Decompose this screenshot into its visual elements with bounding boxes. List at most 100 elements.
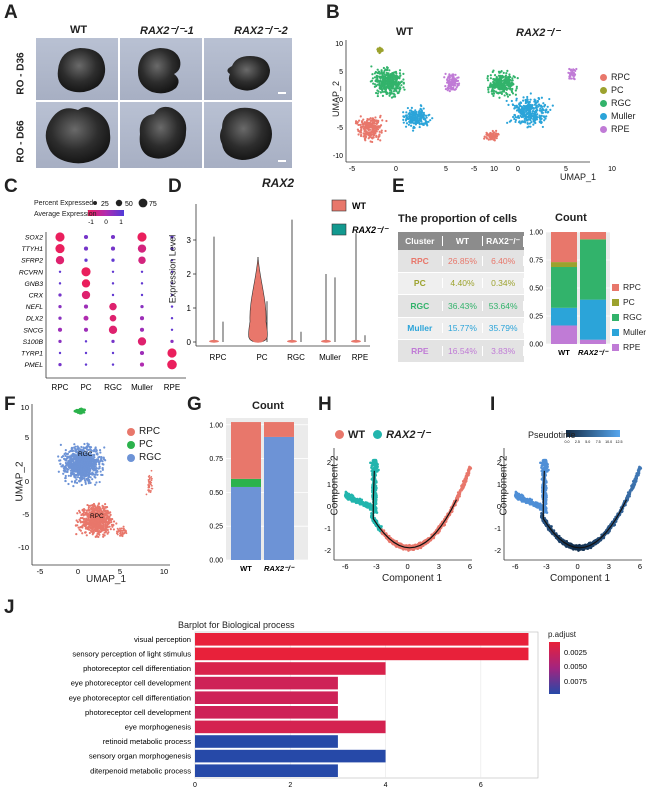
dot-cell bbox=[55, 232, 65, 242]
f-cluster-label-rpc: RPC bbox=[90, 513, 104, 520]
traj-i-xtick: 3 bbox=[607, 562, 611, 571]
traj-i-xtick: 6 bbox=[638, 562, 642, 571]
count-g-ytick: 1.00 bbox=[209, 422, 223, 429]
go-bar bbox=[195, 633, 529, 646]
table-value-cell: 6.40% bbox=[483, 255, 524, 266]
legend-item: RGC bbox=[600, 98, 636, 108]
f-rpc-scatter bbox=[115, 525, 128, 538]
count-e-bar-muller bbox=[551, 307, 577, 326]
umap-ko-title: RAX2⁻/⁻ bbox=[516, 27, 561, 39]
dot-cell bbox=[109, 302, 117, 311]
col-label-ko1: RAX2⁻/⁻-1 bbox=[140, 25, 194, 37]
pseudotime-tick: 5.0 bbox=[585, 440, 590, 444]
table-value-cell: 26.85% bbox=[443, 255, 484, 266]
count-e-bar-muller bbox=[580, 299, 606, 340]
legend-item: RPC bbox=[612, 282, 646, 292]
violin-legend-swatch bbox=[331, 223, 347, 236]
legend-item: RGC bbox=[127, 452, 161, 463]
count-e-ytick: 1.00 bbox=[529, 230, 543, 237]
dot-legend-value: 75 bbox=[149, 201, 157, 208]
count-e-legend: RPC PC RGC Muller RPE bbox=[612, 282, 646, 357]
count-e-ytick: 0.25 bbox=[529, 314, 543, 321]
dot-cell bbox=[57, 327, 63, 332]
go-xtick: 2 bbox=[288, 782, 292, 789]
trajectory-h-xlabel: Component 1 bbox=[382, 573, 443, 584]
dot-gene-label: SOX2 bbox=[25, 235, 43, 242]
go-xtick: 4 bbox=[384, 782, 388, 789]
violin-title: RAX2 bbox=[262, 176, 295, 190]
umap-b-xtick-right: 5 bbox=[564, 166, 568, 173]
dot-cell bbox=[84, 258, 88, 262]
dot-cell bbox=[167, 359, 177, 370]
go-colorbar-tick: 0.0075 bbox=[564, 677, 587, 686]
traj-h-ytick: 1 bbox=[327, 480, 331, 489]
pseudotime-colorbar bbox=[566, 430, 620, 437]
legend-swatch bbox=[612, 283, 619, 291]
umap-b-xtick-right: 10 bbox=[608, 166, 616, 173]
dot-cell bbox=[84, 363, 88, 366]
legend-label: Muller bbox=[623, 327, 647, 337]
dot-cell bbox=[167, 348, 177, 358]
dot-cell bbox=[139, 327, 145, 332]
umap-b-xtick-left: 5 bbox=[444, 166, 448, 173]
dot-legend-circle bbox=[93, 201, 97, 205]
count-g-xlabel: RAX2⁻/⁻ bbox=[264, 564, 295, 573]
traj-i-xtick: -6 bbox=[512, 562, 519, 571]
table-value-cell: 53.64% bbox=[483, 300, 524, 311]
dot-cell bbox=[140, 304, 144, 309]
legend-swatch bbox=[127, 427, 135, 436]
go-term-label: diterpenoid metabolic process bbox=[90, 766, 191, 775]
traj-h-ytick: -1 bbox=[324, 524, 331, 533]
count-g-bar-rpc bbox=[264, 422, 294, 437]
count-e-ytick: 0.50 bbox=[529, 286, 543, 293]
legend-item: RPC bbox=[600, 72, 636, 82]
go-xtick: 0 bbox=[193, 782, 197, 789]
dot-cell bbox=[140, 270, 144, 274]
table-row: RGC 36.43% 53.64% bbox=[398, 295, 524, 318]
count-e-bar-rpc bbox=[580, 232, 606, 240]
violin-ytick: 3 bbox=[187, 236, 192, 245]
dot-cluster-label: RGC bbox=[104, 383, 122, 392]
umap-b-ytick: 5 bbox=[339, 69, 343, 76]
dot-cell bbox=[138, 256, 146, 264]
dot-cell bbox=[137, 232, 147, 242]
legend-item: RPC bbox=[127, 426, 161, 437]
pseudotime-tick: 10.0 bbox=[605, 440, 612, 444]
legend-swatch bbox=[600, 112, 607, 120]
go-term-label: sensory perception of light stimulus bbox=[72, 650, 191, 659]
dot-cell bbox=[170, 246, 174, 251]
violin-base-wt bbox=[287, 339, 297, 343]
pseudotime-tick: 2.5 bbox=[575, 440, 580, 444]
table-row: RPC 26.85% 6.40% bbox=[398, 250, 524, 273]
count-g-title: Count bbox=[252, 400, 284, 412]
table-row: Muller 15.77% 35.79% bbox=[398, 317, 524, 340]
dot-cell bbox=[170, 293, 174, 297]
dot-gene-label: GNB3 bbox=[24, 281, 43, 288]
umap-f-xtick: 0 bbox=[76, 567, 80, 576]
go-colorbar-tick: 0.0050 bbox=[564, 662, 587, 671]
traj-i-xtick: 0 bbox=[576, 562, 580, 571]
violin-xlabel: Muller bbox=[319, 353, 341, 362]
table-value-cell: 4.40% bbox=[443, 278, 484, 289]
dot-legend-expr-title: Average Expression bbox=[34, 211, 97, 218]
go-bar bbox=[195, 662, 386, 675]
go-bar bbox=[195, 735, 338, 748]
count-e-bar-rpc bbox=[551, 232, 577, 263]
f-rpc-tail bbox=[145, 469, 154, 496]
dot-cell bbox=[170, 328, 174, 332]
dot-cluster-label: RPE bbox=[164, 383, 180, 392]
dot-cell bbox=[58, 282, 62, 285]
dot-cell bbox=[111, 339, 115, 344]
dot-cell bbox=[111, 293, 115, 297]
violin-legend-label: RAX2⁻/⁻ bbox=[352, 225, 389, 235]
panel-letter-b: B bbox=[326, 2, 340, 23]
panel-letter-h: H bbox=[318, 394, 332, 415]
count-e-title: Count bbox=[555, 212, 587, 224]
umap-f-ytick: 0 bbox=[25, 477, 29, 486]
dot-cell bbox=[108, 325, 118, 334]
proportion-table: Cluster WT RAX2⁻/⁻ RPC 26.85% 6.40% PC 4.40% 0.3… bbox=[398, 232, 524, 363]
dot-cell bbox=[137, 244, 147, 253]
umap-b-ytick: -10 bbox=[333, 153, 343, 160]
violin-xlabel: RPC bbox=[210, 353, 227, 362]
